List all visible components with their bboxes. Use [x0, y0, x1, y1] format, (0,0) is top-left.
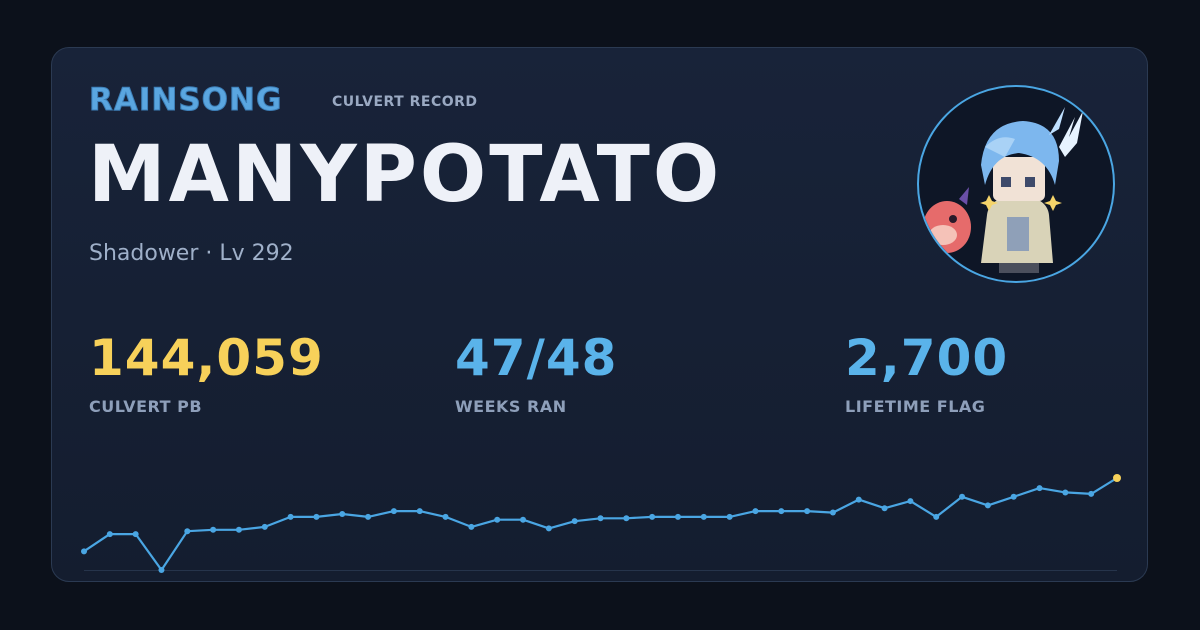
data-point: [778, 508, 785, 515]
data-point: [416, 508, 423, 515]
record-subtitle: CULVERT RECORD: [332, 94, 478, 110]
data-point: [1062, 489, 1069, 496]
data-point: [1036, 485, 1043, 492]
data-point: [442, 513, 449, 520]
data-point: [881, 505, 888, 512]
data-point: [184, 528, 191, 535]
data-point: [855, 496, 862, 503]
data-point: [674, 513, 681, 520]
stat-label: LIFETIME FLAG: [845, 397, 986, 416]
data-point: [235, 526, 242, 533]
data-point: [81, 548, 87, 555]
data-point: [158, 567, 165, 573]
stat-culvert-pb: 144,059 CULVERT PB: [89, 333, 324, 416]
player-name: MANYPOTATO: [88, 130, 723, 220]
stat-weeks-ran: 47/48 WEEKS RAN: [455, 333, 617, 416]
data-point: [287, 513, 294, 520]
character-avatar-icon: [917, 85, 1115, 283]
culvert-record-card: RAINSONG CULVERT RECORD MANYPOTATO Shado…: [51, 47, 1148, 582]
brand-title: RAINSONG: [88, 82, 283, 119]
data-point: [959, 493, 966, 500]
data-point: [700, 513, 707, 520]
score-trend-chart: [81, 474, 1121, 573]
data-point: [597, 515, 604, 522]
data-point: [984, 502, 991, 509]
data-point: [1010, 493, 1017, 500]
data-point: [132, 531, 139, 538]
data-point: [494, 516, 501, 523]
data-point: [933, 513, 940, 520]
data-point: [804, 508, 811, 515]
data-point: [106, 531, 113, 538]
data-point: [623, 515, 630, 522]
data-point: [545, 525, 552, 532]
data-point: [829, 509, 836, 516]
data-point: [210, 526, 217, 533]
data-point: [752, 508, 759, 515]
data-point: [520, 516, 527, 523]
stat-label: CULVERT PB: [89, 397, 203, 416]
data-point-latest: [1113, 474, 1121, 482]
player-class-level: Shadower · Lv 292: [89, 241, 294, 266]
data-point: [339, 510, 346, 517]
data-point: [726, 513, 733, 520]
series-line: [83, 477, 1118, 572]
stat-lifetime-flag: 2,700 LIFETIME FLAG: [845, 333, 1008, 416]
data-point: [365, 513, 372, 520]
stat-value: 144,059: [89, 329, 324, 387]
stat-value: 47/48: [455, 329, 618, 387]
stat-value: 2,700: [845, 329, 1009, 387]
data-point: [649, 513, 656, 520]
data-point: [571, 518, 578, 525]
data-point: [390, 508, 397, 515]
data-point: [261, 523, 268, 530]
data-point: [313, 513, 320, 520]
data-point: [907, 498, 914, 505]
stat-label: WEEKS RAN: [455, 397, 567, 416]
data-point: [468, 523, 475, 530]
data-point: [1088, 490, 1095, 497]
